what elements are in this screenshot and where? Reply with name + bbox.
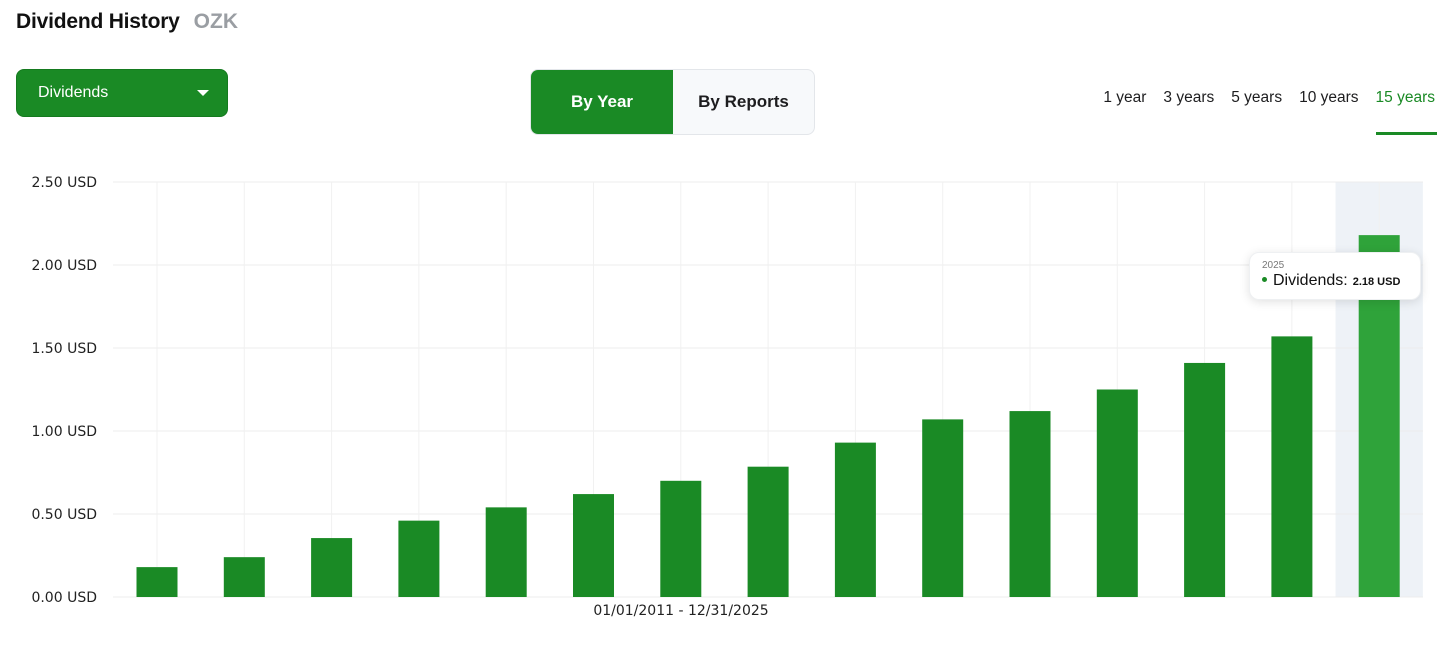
bar-2017 <box>660 480 702 597</box>
bar-2012 <box>223 557 265 597</box>
y-tick-label: 1.00 USD <box>31 424 97 440</box>
ticker-symbol: OZK <box>193 10 238 33</box>
range-10-years[interactable]: 10 years <box>1299 89 1359 106</box>
y-tick-label: 2.00 USD <box>31 258 97 274</box>
view-toggle: By Year By Reports <box>530 69 815 135</box>
by-year-button[interactable]: By Year <box>531 70 673 134</box>
series-dot-icon <box>1262 277 1267 282</box>
bar-2013 <box>311 538 353 597</box>
range-3-years[interactable]: 3 years <box>1163 89 1215 106</box>
by-reports-button[interactable]: By Reports <box>698 92 789 111</box>
caret-down-icon <box>197 90 209 96</box>
x-range-label: 01/01/2011 - 12/31/2025 <box>593 603 768 619</box>
metric-dropdown[interactable]: Dividends <box>16 69 228 117</box>
tooltip-value: 2.18 USD <box>1352 276 1401 288</box>
range-1-year[interactable]: 1 year <box>1103 89 1147 106</box>
bar-2022 <box>1096 389 1138 597</box>
bar-2023 <box>1184 362 1226 597</box>
page-header: Dividend History OZK <box>16 10 238 34</box>
bar-2016 <box>573 494 614 597</box>
bar-2015 <box>485 507 527 597</box>
range-15-years[interactable]: 15 years <box>1375 89 1438 135</box>
tooltip-label: Dividends: <box>1273 272 1348 289</box>
tooltip-row: Dividends: 2.18 USD <box>1262 272 1420 290</box>
range-selector: 1 year 3 years 5 years 10 years 15 years <box>1086 89 1438 135</box>
bar-2019 <box>834 442 876 597</box>
y-tick-label: 0.00 USD <box>31 590 97 606</box>
bar-2020 <box>922 419 964 597</box>
page-title: Dividend History <box>16 10 180 33</box>
y-tick-label: 2.50 USD <box>31 175 97 191</box>
bar-2014 <box>398 520 440 597</box>
chart-tooltip: 2025 Dividends: 2.18 USD <box>1249 252 1421 300</box>
bar-2021 <box>1009 411 1051 597</box>
dividend-bar-chart: 0.00 USD 0.50 USD 1.00 USD 1.50 USD 2.00 USD… <box>31 175 1423 619</box>
bar-2018 <box>747 466 789 597</box>
tooltip-year: 2025 <box>1262 260 1285 271</box>
bar-2011 <box>136 567 178 597</box>
bar-2024 <box>1271 336 1313 597</box>
metric-dropdown-label: Dividends <box>38 84 109 101</box>
y-tick-label: 0.50 USD <box>31 507 97 523</box>
range-5-years[interactable]: 5 years <box>1231 89 1283 106</box>
y-tick-label: 1.50 USD <box>31 341 97 357</box>
